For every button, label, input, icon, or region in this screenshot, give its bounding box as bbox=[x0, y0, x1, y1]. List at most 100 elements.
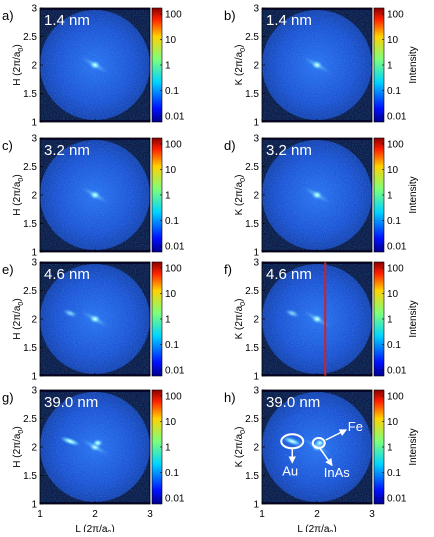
panel-b: 1.4 nm 3 2.5 2 1.5 1 K (2π/a0) b) 100 10 1 0.1 0.01 I… bbox=[224, 4, 419, 129]
y-tick-label: 1 bbox=[253, 248, 259, 259]
y-axis-label-sub: 0 bbox=[240, 430, 247, 434]
intensity-label: Intensity bbox=[408, 46, 419, 83]
colorbar-tick-label: 0.1 bbox=[165, 216, 179, 227]
colorbar-tick-label: 0.01 bbox=[165, 112, 185, 123]
colorbar-tick-label: 1 bbox=[165, 191, 171, 202]
thickness-label: 3.2 nm bbox=[44, 142, 90, 159]
panel-d: 3.2 nm 3 2.5 2 1.5 1 K (2π/a0) d) 100 10 1 0.1 0.01 I… bbox=[224, 134, 419, 259]
colorbar-tick-label: 100 bbox=[387, 264, 404, 275]
thickness-label: 4.6 nm bbox=[44, 266, 90, 283]
au-peak bbox=[284, 308, 301, 319]
y-axis-label-text: K (2π/a bbox=[234, 433, 245, 467]
y-axis-label-close: ) bbox=[234, 175, 245, 178]
colorbar-tick-label: 10 bbox=[387, 417, 399, 428]
colorbar-tick-label: 100 bbox=[387, 10, 404, 21]
colorbar-tick-label: 1 bbox=[387, 443, 393, 454]
intensity-label: Intensity bbox=[408, 176, 419, 213]
colorbar-tick-label: 0.1 bbox=[387, 86, 401, 97]
y-tick-label: 1.5 bbox=[245, 89, 259, 100]
panel-a: 1.4 nm 3 2.5 2 1.5 1 H (2π/a0) a) 100 10 1 0.1 0.01 bbox=[2, 4, 185, 129]
colorbar-tick-label: 1 bbox=[165, 315, 171, 326]
y-axis-label-close: ) bbox=[12, 44, 23, 47]
thickness-label: 39.0 nm bbox=[44, 394, 98, 411]
x-axis-label-close: ) bbox=[333, 524, 336, 532]
y-tick-label: 1 bbox=[253, 118, 259, 129]
y-axis-label-close: ) bbox=[234, 299, 245, 302]
y-axis-label-close: ) bbox=[12, 426, 23, 429]
y-axis-label: K (2π/a0) bbox=[234, 427, 247, 468]
y-axis-label: K (2π/a0) bbox=[234, 299, 247, 340]
y-axis-label-sub: 0 bbox=[18, 302, 25, 306]
y-axis-label: K (2π/a0) bbox=[234, 45, 247, 86]
x-axis-label-close: ) bbox=[111, 524, 114, 532]
panel-f: 4.6 nm 3 2.5 2 1.5 1 K (2π/a0) f) 100 10 1 0.1 0.01 I… bbox=[224, 258, 419, 383]
diffuse-streak bbox=[301, 55, 333, 75]
colorbar-tick-label: 0.1 bbox=[387, 216, 401, 227]
colorbar-tick-label: 0.01 bbox=[165, 366, 185, 377]
colorbar-tick-label: 0.1 bbox=[165, 340, 179, 351]
x-tick-label: 3 bbox=[369, 509, 375, 520]
y-axis-label-text: H (2π/a bbox=[12, 433, 23, 468]
y-tick-label: 3 bbox=[253, 258, 259, 269]
y-tick-label: 2 bbox=[253, 443, 259, 454]
colorbar-tick-label: 100 bbox=[165, 392, 182, 403]
y-axis-label: K (2π/a0) bbox=[234, 175, 247, 216]
y-tick-label: 2 bbox=[31, 61, 37, 72]
panel-letter: g) bbox=[2, 390, 14, 405]
fe-label: Fe bbox=[348, 419, 363, 434]
diffuse-streak bbox=[79, 55, 111, 75]
y-tick-label: 2.5 bbox=[23, 414, 37, 425]
x-tick-label: 1 bbox=[37, 509, 43, 520]
colorbar-tick-label: 1 bbox=[387, 315, 393, 326]
y-tick-label: 2 bbox=[253, 315, 259, 326]
thickness-label: 4.6 nm bbox=[266, 266, 312, 283]
colorbar-tick-label: 10 bbox=[387, 289, 399, 300]
panel-letter: h) bbox=[224, 390, 236, 405]
y-tick-label: 1 bbox=[253, 372, 259, 383]
intensity-label: Intensity bbox=[408, 428, 419, 465]
x-axis-label: L (2π/a0) bbox=[75, 524, 114, 532]
y-tick-label: 1.5 bbox=[23, 89, 37, 100]
peak-annotations: Au Fe InAs bbox=[280, 419, 363, 480]
colorbar-tick-label: 100 bbox=[165, 264, 182, 275]
y-tick-label: 2.5 bbox=[23, 32, 37, 43]
inas-arrow bbox=[319, 447, 333, 467]
x-axis-label: L (2π/a0) bbox=[297, 524, 336, 532]
colorbar-tick-label: 10 bbox=[165, 165, 177, 176]
panel-e: 4.6 nm 3 2.5 2 1.5 1 H (2π/a0) e) 100 10 1 0.1 0.01 bbox=[2, 258, 185, 383]
panel-c: 3.2 nm 3 2.5 2 1.5 1 H (2π/a0) c) 100 10 1 0.1 0.01 bbox=[2, 134, 185, 259]
y-axis-label-text: H (2π/a bbox=[12, 305, 23, 340]
thickness-label: 3.2 nm bbox=[266, 142, 312, 159]
y-axis-label-close: ) bbox=[12, 298, 23, 301]
au-label: Au bbox=[282, 463, 298, 478]
panel-h: Au Fe InAs 39.0 nm 3 2.5 2 1.5 1 K (2π/a0) h) 1 2 3 L … bbox=[224, 386, 419, 537]
fe-arrow bbox=[325, 429, 348, 441]
colorbar-tick-label: 1 bbox=[165, 443, 171, 454]
y-axis-label-sub: 0 bbox=[240, 48, 247, 52]
y-tick-label: 3 bbox=[31, 258, 37, 269]
x-tick-label: 2 bbox=[314, 509, 320, 520]
y-axis-label: H (2π/a0) bbox=[12, 174, 25, 215]
y-axis-label-text: K (2π/a bbox=[234, 51, 245, 85]
y-tick-label: 3 bbox=[253, 4, 259, 15]
y-axis-label-text: K (2π/a bbox=[234, 305, 245, 339]
colorbar-tick-label: 10 bbox=[165, 417, 177, 428]
colorbar-tick-label: 100 bbox=[165, 10, 182, 21]
intensity-label: Intensity bbox=[408, 300, 419, 337]
colorbar-tick-label: 0.1 bbox=[165, 468, 179, 479]
colorbar-tick-label: 0.01 bbox=[387, 366, 407, 377]
y-tick-label: 2 bbox=[31, 191, 37, 202]
panel-letter: d) bbox=[224, 138, 236, 153]
colorbar-tick-label: 0.01 bbox=[387, 494, 407, 505]
panel-letter: f) bbox=[224, 262, 232, 277]
y-axis-label: H (2π/a0) bbox=[12, 426, 25, 467]
diffuse-streak bbox=[79, 185, 111, 205]
colorbar-tick-label: 100 bbox=[387, 392, 404, 403]
y-tick-label: 3 bbox=[31, 134, 37, 145]
au-peak bbox=[62, 308, 79, 319]
y-tick-label: 1 bbox=[31, 118, 37, 129]
y-tick-label: 1.5 bbox=[23, 219, 37, 230]
y-tick-label: 1 bbox=[31, 248, 37, 259]
y-tick-label: 1 bbox=[31, 500, 37, 511]
